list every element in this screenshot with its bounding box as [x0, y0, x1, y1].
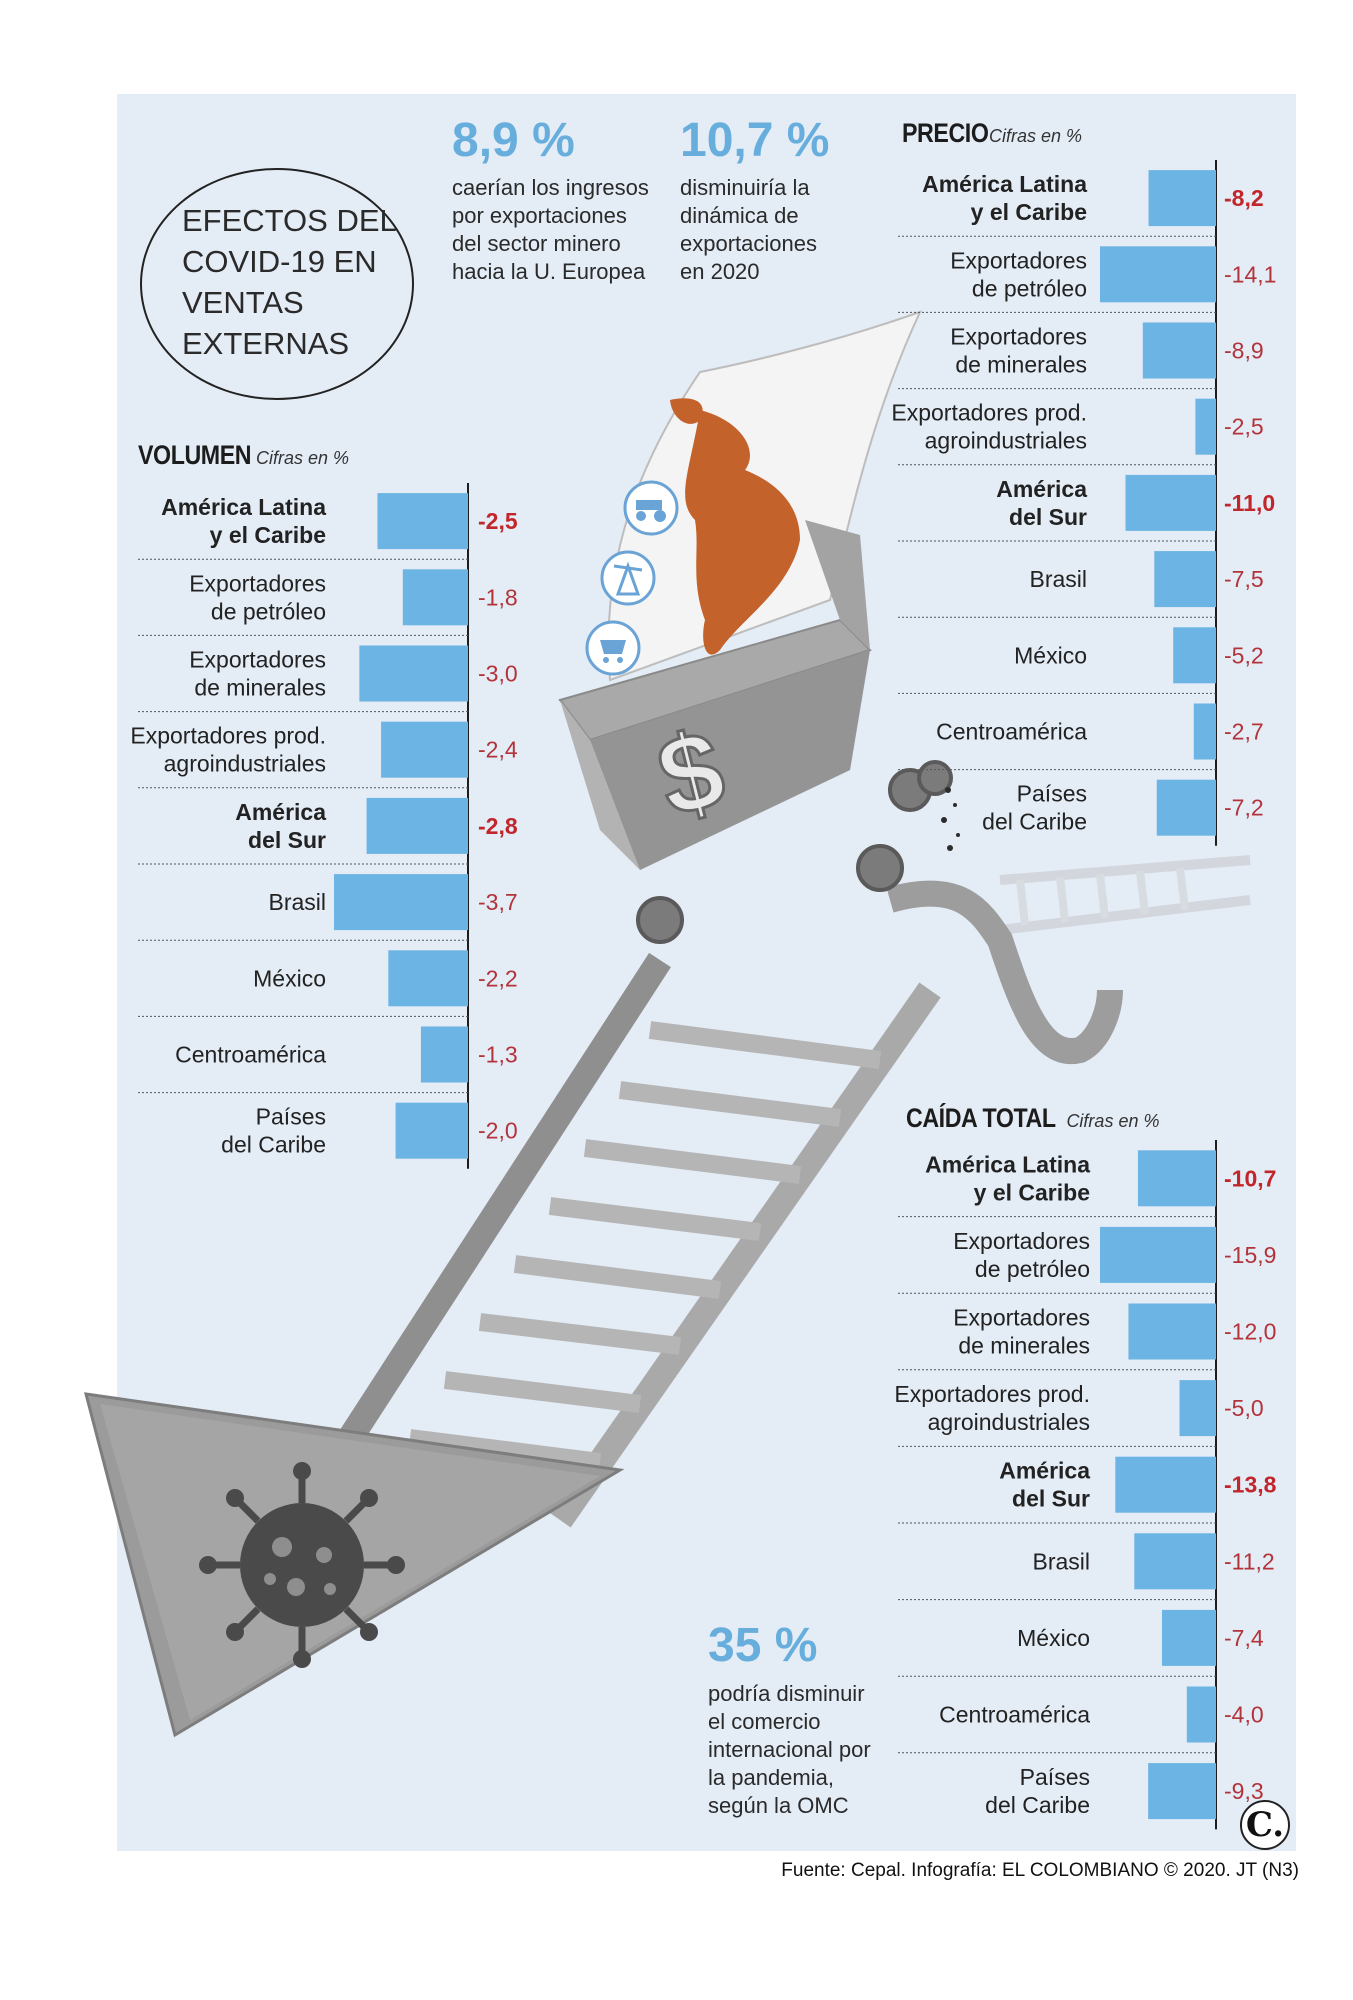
stat-text-exports: disminuiría la dinámica de exportaciones…	[680, 175, 817, 284]
oil-pump-icon	[600, 550, 656, 606]
precio-chart-unit: Cifras en %	[988, 126, 1083, 146]
cart-wheels	[636, 760, 953, 944]
volumen-chart-unit: Cifras en %	[255, 448, 349, 468]
virus-icon	[199, 1462, 405, 1668]
caida-chart-header: CAÍDA TOTAL Cifras en %	[906, 1103, 1159, 1134]
south-america-map	[685, 410, 800, 655]
track-main	[299, 952, 941, 1528]
stat-value-trade: 35 %	[708, 1619, 818, 1672]
mine-cart-icon	[585, 620, 641, 676]
wavy-rail	[886, 880, 1123, 1065]
title-circle: EFECTOS DEL COVID-19 EN VENTAS EXTERNAS	[140, 168, 414, 400]
precio-chart-title: PRECIO	[902, 118, 989, 148]
precio-chart-header: PRECIO Cifras en %	[902, 118, 1082, 149]
caida-chart-unit: Cifras en %	[1066, 1111, 1160, 1131]
el-colombiano-logo: C.	[1240, 1800, 1290, 1850]
source-credit: Fuente: Cepal. Infografía: EL COLOMBIANO…	[781, 1860, 1299, 1881]
stat-value-exports: 10,7 %	[680, 114, 830, 167]
volumen-chart-title: VOLUMEN	[138, 440, 252, 470]
stat-value-mining: 8,9 %	[452, 114, 575, 167]
stat-text-mining: caerían los ingresos por exportaciones d…	[452, 175, 649, 284]
cart-left	[560, 700, 640, 870]
caida-chart-title: CAÍDA TOTAL	[906, 1103, 1056, 1133]
page-title: EFECTOS DEL COVID-19 EN VENTAS EXTERNAS	[182, 203, 396, 361]
stat-text-trade: podría disminuir el comercio internacion…	[708, 1681, 871, 1818]
track-upper	[999, 855, 1251, 935]
volumen-chart-header: VOLUMEN Cifras en %	[138, 440, 349, 471]
tractor-icon	[623, 480, 679, 536]
